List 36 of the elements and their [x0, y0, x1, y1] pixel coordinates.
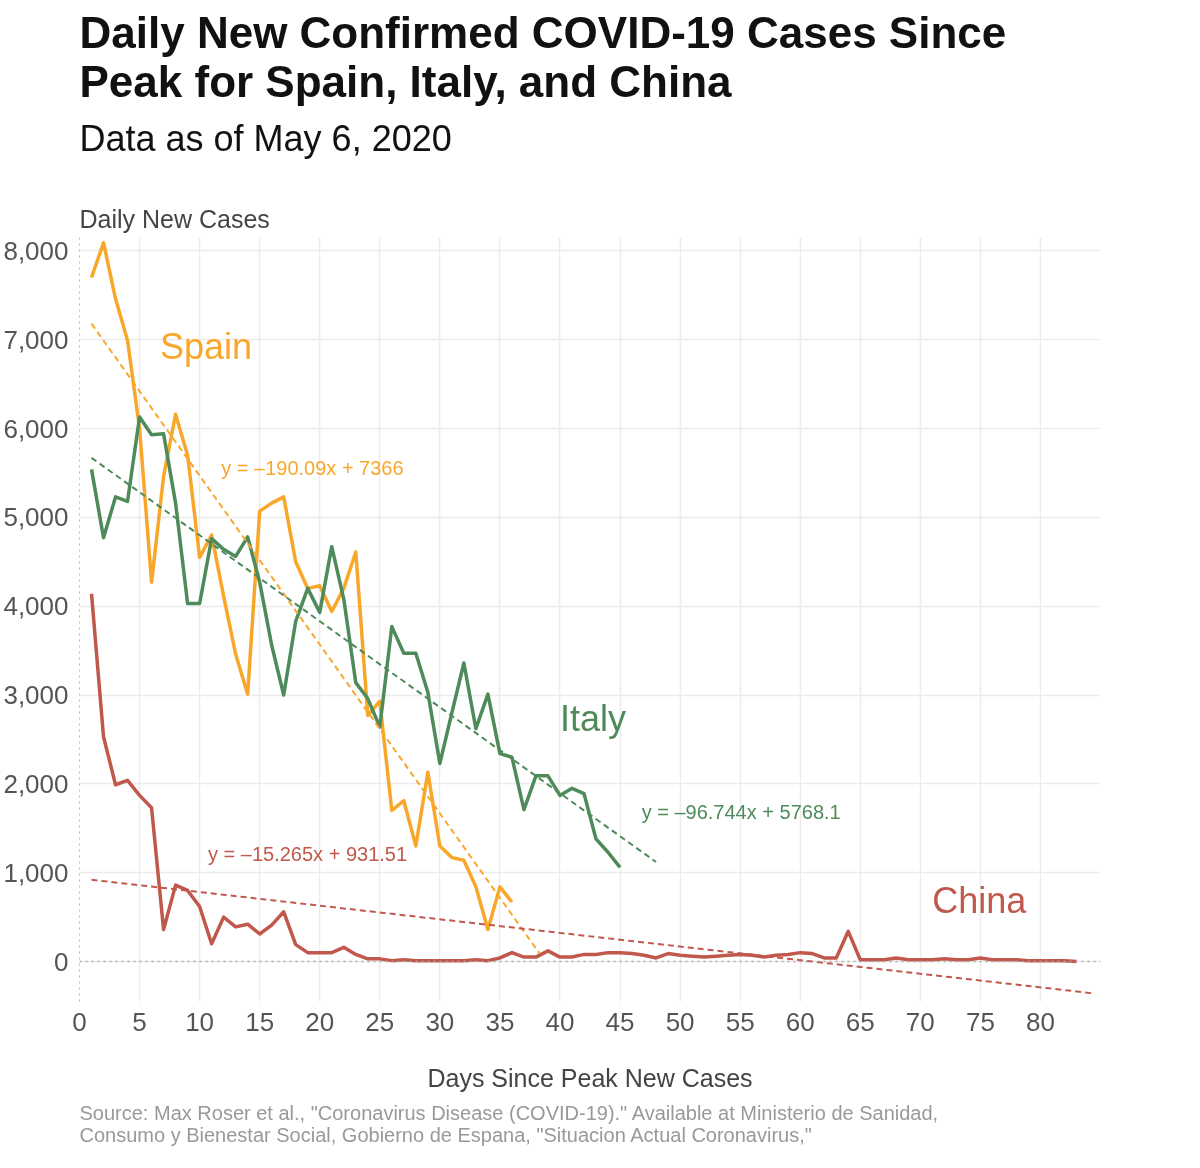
x-tick-label: 30	[425, 1006, 455, 1037]
x-tick-label: 65	[845, 1006, 875, 1037]
x-tick-label: 50	[665, 1006, 695, 1037]
x-tick-label: 55	[725, 1006, 755, 1037]
source-note: Source: Max Roser et al., "Coronavirus Disease (COVID-19)." Available at Ministerio de Sanidad, Consumo y Bienestar Social, Gobierno de Espana, "Situacion Actual Coronavirus,"	[79, 1101, 939, 1146]
y-tick-label: 7,000	[3, 324, 69, 355]
annotation: y = –15.265x + 931.51	[208, 843, 408, 866]
chart-subtitle: Data as of May 6, 2020	[79, 117, 452, 159]
x-tick-label: 60	[785, 1006, 815, 1037]
annotation: China	[932, 879, 1028, 921]
y-tick-label: 0	[54, 946, 69, 977]
x-tick-label: 80	[1025, 1006, 1055, 1037]
x-tick-label: 20	[305, 1006, 335, 1037]
y-tick-label: 4,000	[3, 591, 69, 622]
y-axis-title: Daily New Cases	[79, 204, 270, 233]
x-tick-label: 70	[905, 1006, 935, 1037]
y-tick-label: 5,000	[3, 502, 69, 533]
chart-title: Daily New Confirmed COVID-19 Cases Since Peak for Spain, Italy, and China	[79, 7, 1007, 106]
x-axis-title: Days Since Peak New Cases	[427, 1063, 753, 1092]
annotation: y = –96.744x + 5768.1	[641, 801, 841, 824]
x-tick-label: 15	[245, 1006, 275, 1037]
annotation: Italy	[559, 697, 626, 739]
y-tick-label: 2,000	[3, 768, 69, 799]
x-tick-label: 5	[132, 1006, 147, 1037]
x-tick-label: 35	[485, 1006, 515, 1037]
y-tick-label: 3,000	[3, 680, 69, 711]
x-tick-label: 45	[605, 1006, 635, 1037]
x-tick-label: 10	[185, 1006, 215, 1037]
y-tick-label: 8,000	[3, 235, 69, 266]
x-tick-label: 40	[545, 1006, 575, 1037]
annotation: y = –190.09x + 7366	[221, 456, 404, 479]
annotation: Spain	[159, 325, 253, 367]
x-tick-label: 25	[365, 1006, 395, 1037]
y-tick-label: 1,000	[3, 857, 69, 888]
y-tick-label: 6,000	[3, 413, 69, 444]
x-tick-label: 75	[965, 1006, 995, 1037]
